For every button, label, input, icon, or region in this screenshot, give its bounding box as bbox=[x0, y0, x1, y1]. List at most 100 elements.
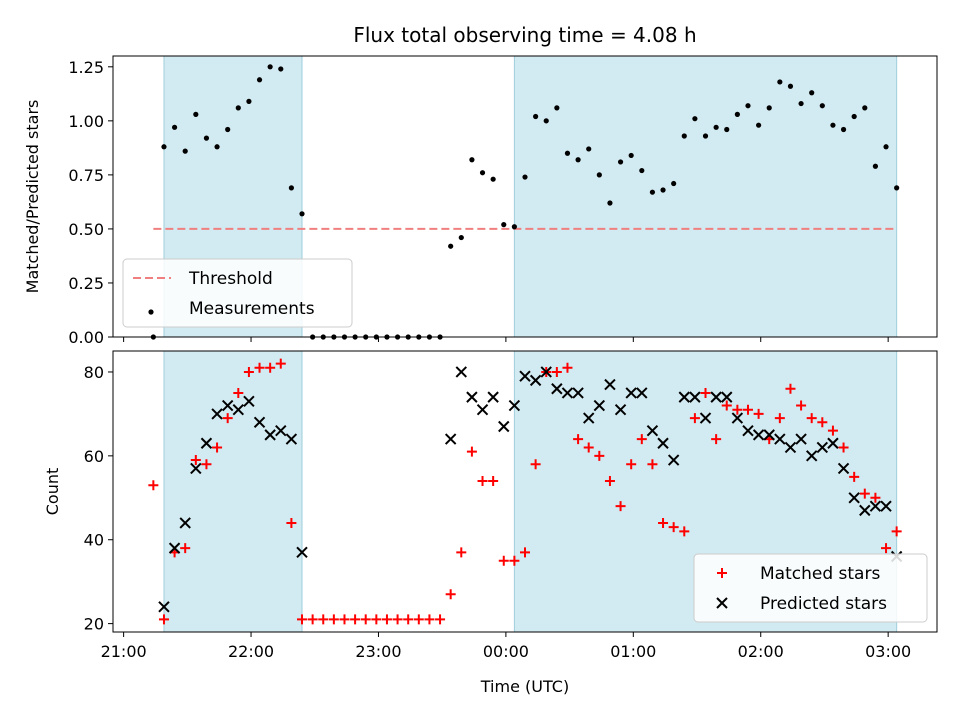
point-measurements-39 bbox=[564, 150, 571, 156]
point-measurements-52 bbox=[702, 133, 709, 139]
point-predicted-stars-51 bbox=[689, 391, 701, 403]
point-matched-stars-68 bbox=[870, 492, 881, 503]
point-predicted-stars-2 bbox=[168, 542, 181, 554]
x-tick-label: 22:00 bbox=[228, 642, 274, 661]
point-predicted-stars-38 bbox=[551, 383, 563, 395]
point-matched-stars-42 bbox=[594, 450, 605, 461]
legend-0: Threshold Measurements bbox=[122, 258, 353, 328]
legend-1: Matched stars Predicted stars bbox=[693, 553, 928, 623]
point-measurements-64 bbox=[830, 122, 836, 128]
point-matched-stars-67 bbox=[859, 488, 870, 499]
y-tick-label: 0.25 bbox=[68, 274, 104, 293]
legend-box bbox=[693, 553, 928, 623]
point-matched-stars-0 bbox=[148, 480, 159, 491]
legend-label-measurements: Measurements bbox=[189, 299, 315, 319]
point-predicted-stars-66 bbox=[848, 492, 860, 504]
shaded-interval-1 bbox=[513, 55, 898, 338]
point-measurements-41 bbox=[586, 146, 592, 152]
y-tick-label: 60 bbox=[84, 447, 104, 466]
point-measurements-46 bbox=[639, 167, 645, 174]
point-matched-stars-14 bbox=[297, 614, 308, 625]
point-predicted-stars-14 bbox=[296, 546, 308, 559]
point-measurements-54 bbox=[724, 126, 730, 133]
point-matched-stars-66 bbox=[849, 471, 860, 482]
point-matched-stars-10 bbox=[254, 362, 265, 373]
point-measurements-31 bbox=[479, 170, 486, 176]
point-measurements-2 bbox=[171, 124, 178, 130]
point-predicted-stars-3 bbox=[179, 517, 191, 529]
point-matched-stars-53 bbox=[711, 434, 722, 445]
x-tick-label: 03:00 bbox=[865, 642, 911, 661]
point-measurements-51 bbox=[692, 116, 698, 122]
point-measurements-36 bbox=[533, 113, 539, 120]
point-measurements-8 bbox=[235, 105, 241, 111]
point-measurements-32 bbox=[490, 176, 496, 182]
point-matched-stars-31 bbox=[477, 476, 488, 487]
point-matched-stars-39 bbox=[562, 362, 573, 373]
y-tick-label: 80 bbox=[84, 363, 104, 382]
legend-box bbox=[122, 258, 353, 328]
point-predicted-stars-29 bbox=[455, 366, 467, 378]
point-matched-stars-65 bbox=[838, 442, 849, 453]
series-predicted-stars bbox=[158, 366, 903, 613]
y-axis-title: Matched/Predicted stars bbox=[23, 100, 42, 294]
point-predicted-stars-67 bbox=[859, 504, 871, 517]
point-predicted-stars-30 bbox=[466, 391, 478, 403]
point-matched-stars-7 bbox=[222, 413, 233, 424]
point-measurements-34 bbox=[511, 224, 517, 230]
point-predicted-stars-6 bbox=[211, 408, 223, 420]
point-predicted-stars-46 bbox=[636, 387, 648, 399]
point-matched-stars-48 bbox=[658, 517, 669, 528]
point-measurements-63 bbox=[819, 103, 825, 109]
point-predicted-stars-64 bbox=[827, 437, 839, 449]
legend-marker-predicted-stars bbox=[716, 597, 728, 609]
point-matched-stars-50 bbox=[679, 526, 690, 537]
point-matched-stars-51 bbox=[689, 413, 700, 424]
point-predicted-stars-35 bbox=[519, 370, 531, 382]
point-predicted-stars-36 bbox=[529, 374, 542, 387]
x-tick-label: 02:00 bbox=[738, 642, 784, 661]
point-predicted-stars-12 bbox=[275, 424, 287, 437]
legend-label-matched-stars: Matched stars bbox=[760, 564, 880, 584]
point-measurements-48 bbox=[660, 187, 666, 193]
point-matched-stars-43 bbox=[604, 476, 615, 487]
point-measurements-35 bbox=[522, 174, 528, 180]
point-matched-stars-59 bbox=[774, 413, 785, 424]
point-measurements-58 bbox=[766, 105, 772, 111]
point-matched-stars-12 bbox=[275, 358, 286, 369]
point-measurements-13 bbox=[288, 185, 294, 191]
point-measurements-57 bbox=[756, 122, 762, 128]
point-measurements-44 bbox=[617, 159, 624, 165]
point-matched-stars-69 bbox=[881, 543, 892, 554]
point-predicted-stars-37 bbox=[540, 366, 552, 378]
point-predicted-stars-62 bbox=[805, 450, 818, 462]
point-matched-stars-22 bbox=[381, 614, 392, 625]
point-predicted-stars-5 bbox=[200, 437, 213, 449]
point-measurements-30 bbox=[469, 157, 475, 163]
point-measurements-65 bbox=[840, 126, 847, 133]
point-measurements-28 bbox=[448, 243, 454, 249]
point-measurements-3 bbox=[182, 148, 188, 154]
point-measurements-6 bbox=[214, 144, 220, 150]
point-measurements-62 bbox=[809, 90, 815, 96]
point-matched-stars-56 bbox=[742, 404, 753, 415]
shaded-interval-0 bbox=[163, 350, 303, 633]
point-matched-stars-26 bbox=[424, 614, 435, 625]
point-matched-stars-4 bbox=[190, 455, 201, 466]
ratio-panel: 0.00 0.25 0.50 0.75 1.00 1.25 Matched/Predicte… bbox=[23, 55, 938, 347]
point-matched-stars-9 bbox=[243, 366, 254, 377]
point-predicted-stars-11 bbox=[264, 429, 276, 441]
y-tick-label: 0.75 bbox=[68, 166, 104, 185]
point-measurements-56 bbox=[745, 103, 751, 109]
point-matched-stars-55 bbox=[732, 404, 743, 415]
point-matched-stars-36 bbox=[530, 459, 541, 470]
point-measurements-4 bbox=[193, 111, 199, 117]
x-tick-label: 00:00 bbox=[483, 642, 529, 661]
point-measurements-43 bbox=[607, 200, 613, 206]
point-measurements-5 bbox=[203, 135, 210, 141]
point-predicted-stars-53 bbox=[710, 391, 722, 403]
point-matched-stars-60 bbox=[785, 383, 796, 394]
point-matched-stars-33 bbox=[498, 555, 509, 566]
point-measurements-59 bbox=[777, 79, 783, 85]
